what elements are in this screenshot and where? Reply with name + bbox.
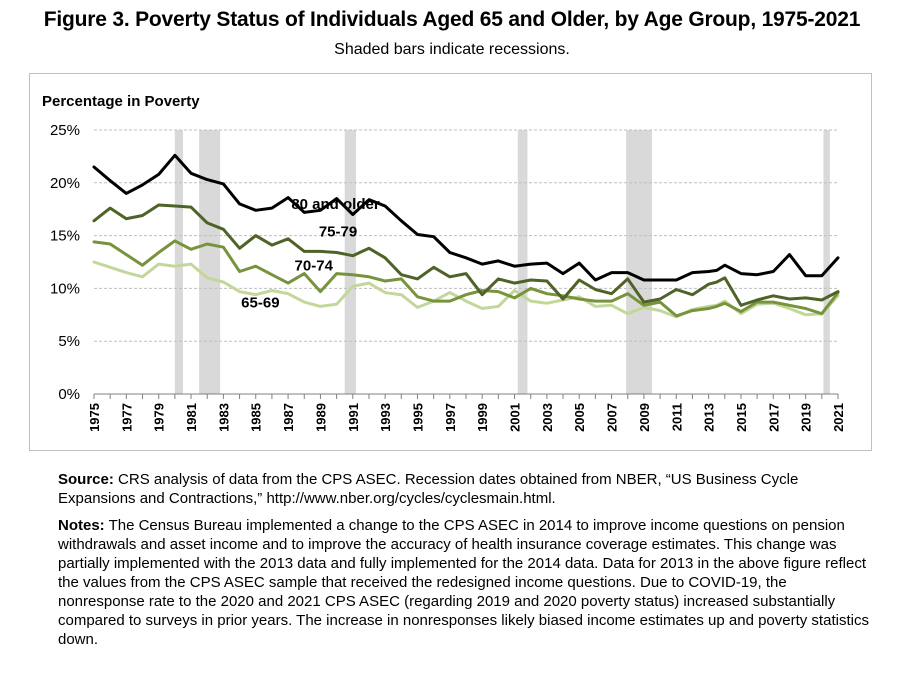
x-tick-label: 2005	[572, 403, 587, 432]
y-axis-title: Percentage in Poverty	[42, 93, 200, 110]
recession-band-1	[199, 130, 221, 394]
x-tick-label: 2001	[508, 403, 523, 432]
series-label-75-79: 75-79	[319, 224, 357, 241]
x-tick-label: 1979	[152, 403, 167, 432]
x-tick-label: 2015	[734, 403, 749, 432]
x-tick-label: 2011	[669, 403, 684, 431]
x-tick-label: 1985	[249, 403, 264, 432]
recession-band-4	[626, 130, 652, 394]
series-label-80-and-older: 80 and older	[291, 196, 380, 213]
x-tick-label: 2021	[831, 403, 846, 432]
x-tick-label: 2009	[637, 403, 652, 432]
series-line-75-79	[92, 203, 840, 307]
series-labels: 80 and older 75-79 70-74 65-69	[241, 196, 380, 311]
x-tick-label: 2013	[702, 403, 717, 432]
series-lines	[92, 153, 840, 319]
y-tick-label: 20%	[50, 175, 80, 192]
y-tick-label: 15%	[50, 228, 80, 245]
x-tick-label: 1999	[475, 403, 490, 432]
x-tick-label: 1993	[378, 403, 393, 432]
x-tick-label: 2019	[799, 403, 814, 432]
recession-bands	[174, 130, 830, 394]
y-tick-label: 25%	[50, 122, 80, 139]
x-tick-label: 2017	[766, 403, 781, 432]
y-tick-label: 0%	[58, 386, 80, 403]
recession-band-5	[823, 130, 830, 394]
x-tick-label: 1975	[87, 403, 102, 432]
x-tick-label: 2007	[605, 403, 620, 432]
y-tick-label: 5%	[58, 333, 80, 350]
x-tick-label: 1987	[281, 403, 296, 432]
y-tick-label: 10%	[50, 280, 80, 297]
x-tick-label: 1995	[410, 403, 425, 432]
source-paragraph: Source: CRS analysis of data from the CP…	[58, 470, 876, 508]
series-line-70-74	[92, 239, 840, 318]
figure-subtitle: Shaded bars indicate recessions.	[334, 41, 570, 58]
notes-paragraph: Notes: The Census Bureau implemented a c…	[58, 516, 876, 649]
notes-text: The Census Bureau implemented a change t…	[58, 517, 869, 648]
series-line-80-and-older	[92, 153, 840, 282]
recession-band-2	[344, 130, 357, 394]
series-label-65-69: 65-69	[241, 294, 279, 311]
poverty-line-chart: 0% 5% 10% 15% 20% 25% 1975 1977 1979 1981 1983 1985…	[42, 93, 846, 432]
x-tick-label: 1981	[184, 403, 199, 432]
figure-title: Figure 3. Poverty Status of Individuals …	[43, 8, 861, 31]
notes-section: Source: CRS analysis of data from the CP…	[58, 470, 876, 657]
x-tick-label: 1989	[313, 403, 328, 432]
chart-frame	[29, 73, 872, 451]
source-label: Source:	[58, 471, 114, 488]
series-label-70-74: 70-74	[295, 257, 334, 274]
x-tick-label: 1977	[119, 403, 134, 432]
x-tick-label: 1991	[346, 403, 361, 432]
notes-label: Notes:	[58, 517, 105, 534]
gridlines	[94, 129, 838, 342]
x-tick-label: 1983	[216, 403, 231, 432]
recession-band-0	[174, 130, 183, 394]
axes: 0% 5% 10% 15% 20% 25% 1975 1977 1979 1981 1983 1985…	[50, 122, 846, 432]
x-tick-label: 2003	[540, 403, 555, 432]
source-text: CRS analysis of data from the CPS ASEC. …	[58, 471, 799, 507]
x-tick-label: 1997	[443, 403, 458, 432]
recession-band-3	[517, 130, 528, 394]
